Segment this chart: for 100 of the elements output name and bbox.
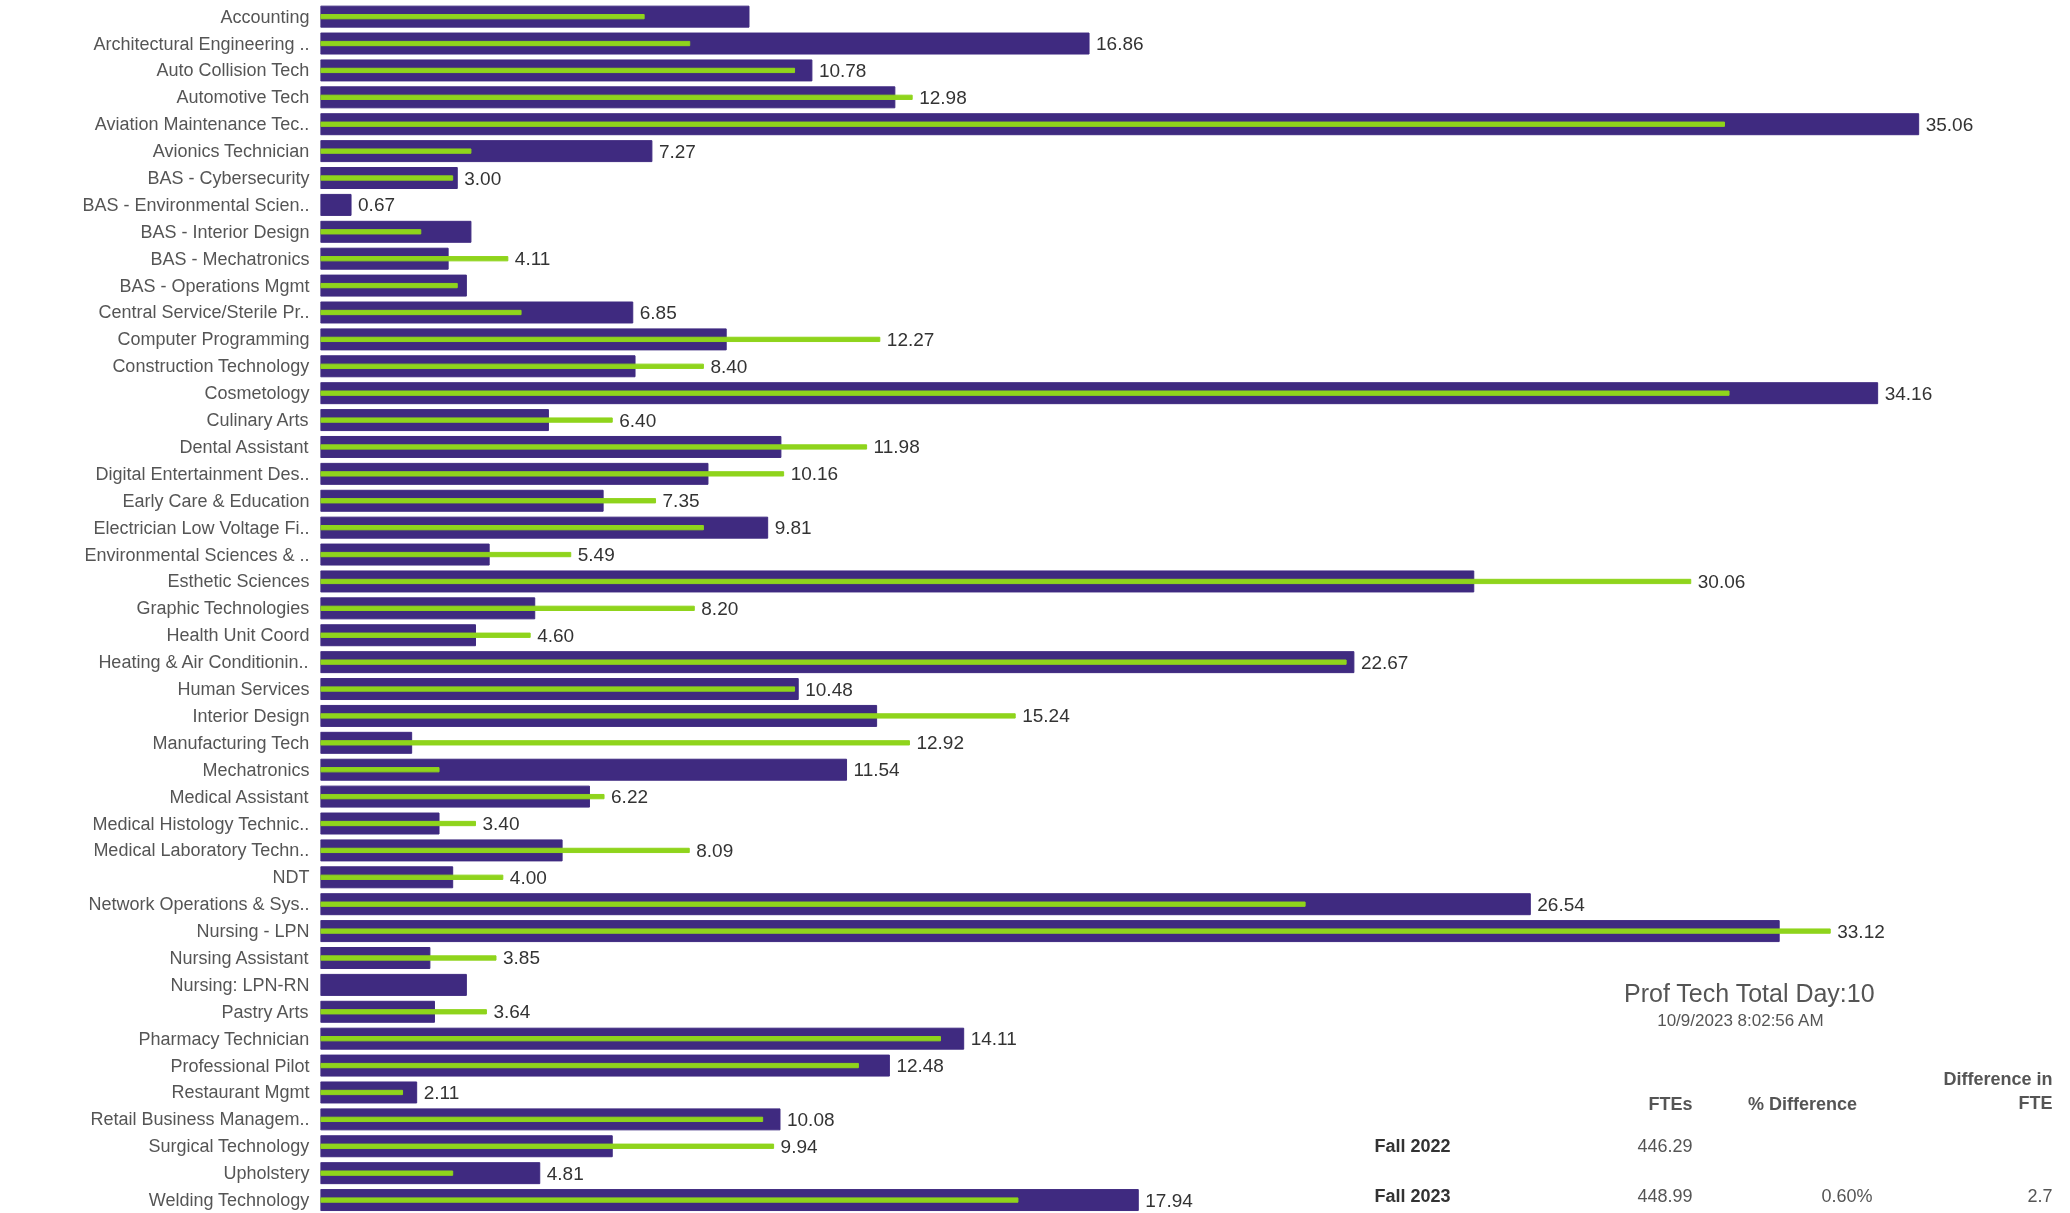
y-tick-label: BAS - Interior Design bbox=[140, 221, 310, 242]
y-tick-label: Restaurant Mgmt bbox=[171, 1082, 310, 1103]
annotation: 446.29 bbox=[1637, 1136, 1693, 1156]
bar bbox=[320, 498, 657, 504]
data-label: 34.16 bbox=[1884, 382, 1933, 404]
bar bbox=[320, 1089, 404, 1096]
bar bbox=[320, 1143, 775, 1149]
y-tick-label: Dental Assistant bbox=[179, 436, 309, 457]
y-tick-label: Welding Technology bbox=[148, 1190, 310, 1211]
data-label: 22.67 bbox=[1360, 651, 1409, 673]
annotation: FTEs bbox=[1648, 1093, 1693, 1114]
bar bbox=[320, 229, 422, 235]
y-tick-label: Medical Laboratory Techn.. bbox=[93, 840, 310, 861]
bar bbox=[320, 282, 458, 289]
y-tick-label: BAS - Cybersecurity bbox=[147, 168, 310, 189]
text: Difference in FTE bbox=[1943, 1068, 2053, 1113]
y-tick-label: Graphic Technologies bbox=[136, 598, 310, 619]
bar bbox=[320, 973, 467, 996]
bar bbox=[320, 121, 1725, 127]
bar bbox=[320, 336, 881, 343]
y-tick-label: Pharmacy Technician bbox=[138, 1028, 310, 1049]
data-label: 4.00 bbox=[509, 866, 547, 888]
text: 2.7 bbox=[2027, 1186, 2053, 1206]
bar bbox=[320, 40, 691, 47]
data-label: 10.48 bbox=[805, 678, 853, 700]
y-tick-label: Upholstery bbox=[223, 1163, 310, 1184]
y-tick-label: Professional Pilot bbox=[170, 1055, 310, 1076]
bar bbox=[320, 444, 868, 450]
bar bbox=[320, 928, 1831, 934]
data-label: 10.08 bbox=[786, 1108, 835, 1130]
data-label: 8.40 bbox=[710, 355, 748, 377]
y-tick-label: Esthetic Sciences bbox=[167, 571, 310, 592]
data-label: 10.16 bbox=[790, 463, 839, 485]
bar bbox=[320, 901, 1306, 907]
data-label: 33.12 bbox=[1837, 920, 1885, 942]
annotation: 448.99 bbox=[1637, 1186, 1693, 1206]
data-label: 12.27 bbox=[886, 328, 935, 350]
data-label: 9.81 bbox=[774, 517, 812, 539]
y-tick-label: Architectural Engineering .. bbox=[93, 33, 310, 54]
y-tick-label: Accounting bbox=[220, 6, 310, 27]
y-tick-label: Nursing: LPN-RN bbox=[170, 974, 310, 995]
y-tick-label: Computer Programming bbox=[117, 329, 310, 350]
annotation: Fall 2022 bbox=[1374, 1135, 1451, 1156]
bar bbox=[320, 632, 531, 638]
data-label: 3.85 bbox=[503, 947, 540, 969]
bar bbox=[320, 193, 352, 216]
bar bbox=[320, 820, 476, 827]
data-label: 16.86 bbox=[1096, 33, 1144, 55]
data-label: 2.11 bbox=[423, 1081, 460, 1103]
bar bbox=[320, 605, 695, 611]
data-label: 3.40 bbox=[482, 813, 520, 835]
data-label: 12.92 bbox=[916, 732, 964, 754]
y-tick-label: Environmental Sciences & .. bbox=[84, 544, 310, 565]
bar bbox=[320, 309, 522, 316]
bar bbox=[320, 767, 440, 773]
bar bbox=[320, 1036, 941, 1042]
y-tick-label: Central Service/Sterile Pr.. bbox=[98, 302, 310, 323]
bar bbox=[320, 1170, 454, 1176]
y-tick-label: Pastry Arts bbox=[221, 1001, 309, 1022]
data-label: 5.49 bbox=[577, 544, 615, 566]
bar bbox=[320, 578, 1692, 585]
bar bbox=[320, 713, 1016, 719]
data-label: 26.54 bbox=[1537, 893, 1586, 915]
y-tick-label: Mechatronics bbox=[202, 759, 310, 780]
bar bbox=[320, 94, 913, 100]
annotation: Prof Tech Total Day:10 bbox=[1623, 978, 1875, 1007]
y-tick-label: Manufacturing Tech bbox=[152, 732, 310, 753]
bar bbox=[320, 256, 509, 262]
bar bbox=[320, 955, 497, 961]
y-tick-label: Construction Technology bbox=[112, 356, 310, 377]
annotation: 0.60% bbox=[1821, 1185, 1873, 1206]
y-tick-label: Cosmetology bbox=[204, 383, 310, 404]
y-tick-label: Network Operations & Sys.. bbox=[88, 894, 310, 915]
data-label: 8.09 bbox=[696, 839, 734, 861]
y-tick-label: Auto Collision Tech bbox=[156, 60, 310, 81]
bar bbox=[320, 1009, 487, 1015]
bar bbox=[320, 874, 504, 880]
bar bbox=[320, 1116, 764, 1123]
data-label: 6.40 bbox=[619, 409, 657, 431]
bar bbox=[320, 148, 472, 154]
bar bbox=[320, 13, 645, 20]
y-tick-label: BAS - Mechatronics bbox=[150, 248, 310, 269]
y-tick-label: Avionics Technician bbox=[152, 141, 310, 162]
y-tick-label: Surgical Technology bbox=[148, 1136, 310, 1157]
bar bbox=[320, 1062, 859, 1069]
data-label: 4.11 bbox=[514, 248, 551, 270]
bar bbox=[320, 847, 690, 854]
data-label: 3.64 bbox=[493, 1001, 531, 1023]
data-label: 10.78 bbox=[818, 59, 867, 81]
data-label: 9.94 bbox=[780, 1135, 819, 1157]
bar bbox=[320, 363, 704, 369]
bar bbox=[320, 417, 613, 423]
data-label: 0.67 bbox=[358, 194, 396, 216]
annotation: 10/9/2023 8:02:56 AM bbox=[1657, 1011, 1824, 1030]
y-tick-label: NDT bbox=[272, 867, 310, 888]
data-label: 17.94 bbox=[1145, 1189, 1194, 1211]
y-tick-label: BAS - Environmental Scien.. bbox=[82, 194, 310, 215]
data-label: 7.27 bbox=[658, 140, 696, 162]
data-label: 12.98 bbox=[919, 86, 967, 108]
data-label: 14.11 bbox=[970, 1028, 1017, 1050]
